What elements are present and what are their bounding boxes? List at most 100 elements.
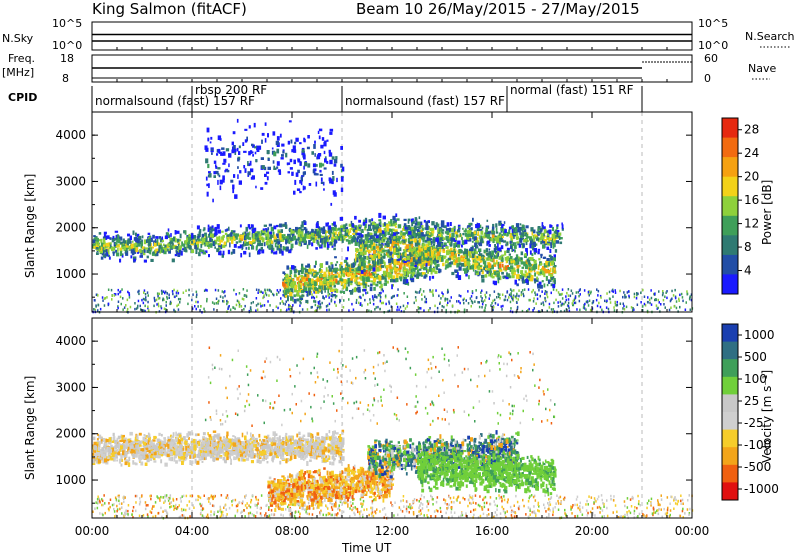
data-cell <box>115 249 118 253</box>
noise-cell <box>492 305 495 309</box>
data-cell <box>384 242 388 248</box>
data-cell <box>342 237 346 241</box>
data-cell <box>209 141 212 144</box>
noise-cell <box>492 308 494 312</box>
noise-cell <box>203 307 205 311</box>
data-cell <box>307 163 311 168</box>
noise-cell <box>566 291 568 295</box>
data-cell <box>379 237 383 241</box>
data-cell <box>429 264 432 269</box>
data-cell <box>521 225 525 229</box>
data-cell <box>329 178 333 184</box>
data-cell <box>338 227 341 231</box>
data-cell <box>543 263 548 268</box>
data-cell <box>354 243 358 246</box>
noise-cell <box>93 308 95 311</box>
data-cell <box>460 249 463 254</box>
noise-cell <box>378 292 381 295</box>
data-cell <box>383 252 385 256</box>
data-cell <box>464 232 469 237</box>
data-cell <box>327 288 329 294</box>
data-cell <box>550 274 553 279</box>
data-cell <box>327 269 331 275</box>
data-cell <box>382 230 385 234</box>
data-cell <box>436 251 440 256</box>
noise-cell <box>227 306 230 309</box>
data-cell <box>534 263 538 266</box>
data-cell <box>158 242 160 246</box>
noise-cell <box>420 501 422 505</box>
data-cell <box>521 273 525 278</box>
noise-cell <box>497 292 499 296</box>
data-cell <box>457 244 461 248</box>
data-cell <box>290 296 293 301</box>
data-cell <box>353 236 357 239</box>
data-cell <box>252 235 255 240</box>
data-cell <box>343 291 346 294</box>
data-cell <box>374 222 377 227</box>
data-cell <box>231 141 234 146</box>
data-cell <box>487 269 491 274</box>
noise-cell <box>534 499 537 502</box>
noise-cell <box>658 290 660 293</box>
noise-cell <box>442 294 444 298</box>
data-cell <box>424 252 427 258</box>
data-cell <box>232 188 235 194</box>
data-cell <box>339 280 342 283</box>
noise-cell <box>535 302 537 305</box>
data-cell <box>218 174 221 178</box>
data-cell <box>408 234 411 238</box>
data-cell <box>354 215 357 220</box>
noise-cell <box>413 301 415 305</box>
data-cell <box>430 246 433 252</box>
data-cell <box>296 298 300 302</box>
data-cell <box>326 139 329 142</box>
noise-cell <box>450 500 453 504</box>
data-cell <box>143 239 147 245</box>
noise-cell <box>316 506 318 510</box>
noise-cell <box>338 504 340 507</box>
noise-cell <box>431 290 433 294</box>
noise-cell <box>238 303 241 306</box>
data-cell <box>525 241 528 246</box>
noise-cell <box>362 499 365 503</box>
data-cell <box>413 246 416 251</box>
noise-cell <box>144 298 146 301</box>
noise-cell <box>446 303 448 307</box>
noise-cell <box>417 306 419 309</box>
data-cell <box>127 239 131 244</box>
data-cell <box>539 271 542 274</box>
data-cell <box>456 257 460 263</box>
noise-cell <box>206 299 208 303</box>
noise-cell <box>361 304 363 307</box>
noise-cell <box>608 297 611 300</box>
data-cell <box>325 232 327 237</box>
data-cell <box>339 265 341 268</box>
data-cell <box>237 246 242 249</box>
noise-cell <box>498 497 501 500</box>
data-cell <box>221 236 225 241</box>
noise-cell <box>210 510 212 513</box>
data-cell <box>391 233 394 237</box>
data-cell <box>393 279 397 283</box>
data-cell <box>306 235 310 239</box>
data-cell <box>191 233 194 239</box>
noise-cell <box>360 502 362 505</box>
noise-cell <box>107 507 110 511</box>
data-cell <box>316 278 319 282</box>
noise-cell <box>492 299 494 303</box>
data-cell <box>471 240 474 243</box>
data-cell <box>152 251 155 254</box>
noise-cell <box>217 300 219 304</box>
noise-cell <box>459 301 461 305</box>
data-cell <box>293 190 296 195</box>
cpid-label: CPID <box>8 91 37 104</box>
data-cell <box>375 283 379 287</box>
data-cell <box>180 250 183 256</box>
data-cell <box>112 251 115 256</box>
noise-cell <box>514 295 517 298</box>
noise-cell <box>484 299 486 302</box>
data-cell <box>294 285 298 290</box>
noise-cell <box>358 296 360 299</box>
noise-cell <box>197 305 199 308</box>
